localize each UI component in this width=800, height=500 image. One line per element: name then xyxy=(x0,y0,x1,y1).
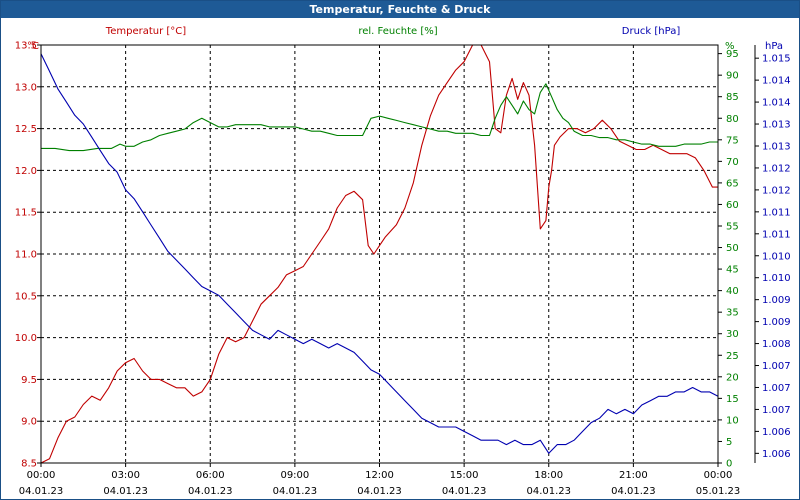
temperature-tick-label: 12.5 xyxy=(15,124,37,135)
series-lines xyxy=(40,44,719,464)
pressure-tick-label: 1.006 xyxy=(762,449,791,460)
x-tick-time-label: 21:00 xyxy=(619,470,648,481)
temperature-axis-label: Temperatur [°C] xyxy=(105,26,186,37)
pressure-tick-label: 1.015 xyxy=(762,54,791,65)
pressure-tick-label: 1.013 xyxy=(762,120,791,131)
temperature-tick-label: 9.5 xyxy=(21,375,37,386)
humidity-tick-label: 30 xyxy=(726,329,739,340)
temperature-unit-label: °C xyxy=(27,41,39,52)
humidity-tick-label: 80 xyxy=(726,114,739,125)
x-tick-time-label: 06:00 xyxy=(196,470,225,481)
x-tick-time-label: 12:00 xyxy=(365,470,394,481)
x-tick-time-label: 03:00 xyxy=(111,470,140,481)
humidity-unit-label: % xyxy=(725,41,735,52)
x-tick-time-label: 00:00 xyxy=(27,470,56,481)
pressure-tick-label: 1.010 xyxy=(762,273,791,284)
humidity-tick-label: 25 xyxy=(726,351,739,362)
x-tick-date-label: 04.01.23 xyxy=(442,486,487,497)
humidity-tick-label: 50 xyxy=(726,243,739,254)
grid xyxy=(41,45,718,463)
temperature-tick-label: 13.0 xyxy=(15,82,37,93)
temperature-series-line xyxy=(40,44,718,464)
pressure-tick-label: 1.012 xyxy=(762,185,791,196)
x-tick-date-label: 05.01.23 xyxy=(696,486,741,497)
humidity-tick-label: 85 xyxy=(726,92,739,103)
humidity-tick-label: 5 xyxy=(726,437,732,448)
pressure-tick-label: 1.014 xyxy=(762,76,791,87)
pressure-series-line xyxy=(40,53,719,454)
pressure-tick-label: 1.013 xyxy=(762,141,791,152)
pressure-tick-label: 1.007 xyxy=(762,405,791,416)
x-tick-date-label: 04.01.23 xyxy=(526,486,571,497)
pressure-unit-label: hPa xyxy=(765,41,783,52)
humidity-series-line xyxy=(41,83,718,152)
pressure-tick-label: 1.009 xyxy=(762,295,791,306)
pressure-tick-label: 1.012 xyxy=(762,163,791,174)
pressure-tick-label: 1.007 xyxy=(762,361,791,372)
humidity-axis-label: rel. Feuchte [%] xyxy=(358,26,437,37)
pressure-axis-label: Druck [hPa] xyxy=(622,26,681,37)
x-tick-date-label: 04.01.23 xyxy=(103,486,148,497)
chart-canvas: Temperatur [°C] rel. Feuchte [%] Druck [… xyxy=(15,26,791,498)
pressure-tick-label: 1.011 xyxy=(762,207,791,218)
temperature-tick-label: 10.0 xyxy=(15,333,37,344)
x-tick-date-label: 04.01.23 xyxy=(19,486,64,497)
humidity-tick-label: 40 xyxy=(726,286,739,297)
x-tick-date-label: 04.01.23 xyxy=(357,486,402,497)
x-tick-time-label: 18:00 xyxy=(534,470,563,481)
window-title: Temperatur, Feuchte & Druck xyxy=(1,1,799,18)
temperature-tick-label: 13.5 xyxy=(15,41,37,52)
x-tick-date-label: 04.01.23 xyxy=(188,486,233,497)
pressure-tick-label: 1.011 xyxy=(762,229,791,240)
temperature-tick-label: 10.5 xyxy=(15,291,37,302)
pressure-tick-label: 1.006 xyxy=(762,427,791,438)
pressure-tick-label: 1.014 xyxy=(762,98,791,109)
temperature-tick-label: 9.0 xyxy=(21,417,37,428)
pressure-tick-label: 1.009 xyxy=(762,317,791,328)
temperature-tick-label: 8.5 xyxy=(21,459,37,470)
humidity-tick-label: 20 xyxy=(726,372,739,383)
humidity-tick-label: 15 xyxy=(726,394,739,405)
humidity-tick-label: 55 xyxy=(726,221,739,232)
humidity-tick-label: 70 xyxy=(726,157,739,168)
humidity-tick-label: 75 xyxy=(726,135,739,146)
x-tick-time-label: 09:00 xyxy=(280,470,309,481)
temperature-tick-label: 11.5 xyxy=(15,208,37,219)
humidity-tick-label: 45 xyxy=(726,265,739,276)
pressure-tick-label: 1.007 xyxy=(762,383,791,394)
humidity-tick-label: 35 xyxy=(726,308,739,319)
pressure-tick-label: 1.010 xyxy=(762,251,791,262)
humidity-tick-label: 10 xyxy=(726,415,739,426)
humidity-tick-label: 60 xyxy=(726,200,739,211)
humidity-tick-label: 0 xyxy=(726,459,732,470)
x-tick-time-label: 00:00 xyxy=(704,470,733,481)
x-tick-date-label: 04.01.23 xyxy=(611,486,656,497)
humidity-tick-label: 65 xyxy=(726,178,739,189)
humidity-tick-label: 95 xyxy=(726,49,739,60)
pressure-tick-label: 1.008 xyxy=(762,339,791,350)
x-tick-time-label: 15:00 xyxy=(450,470,479,481)
tick-labels: 00:00 04.01.23 03:00 04.01.23 06:00 04.01.23 0… xyxy=(15,41,791,498)
humidity-tick-label: 90 xyxy=(726,71,739,82)
temperature-tick-label: 11.0 xyxy=(15,250,37,261)
temperature-tick-label: 12.0 xyxy=(15,166,37,177)
x-tick-date-label: 04.01.23 xyxy=(273,486,318,497)
